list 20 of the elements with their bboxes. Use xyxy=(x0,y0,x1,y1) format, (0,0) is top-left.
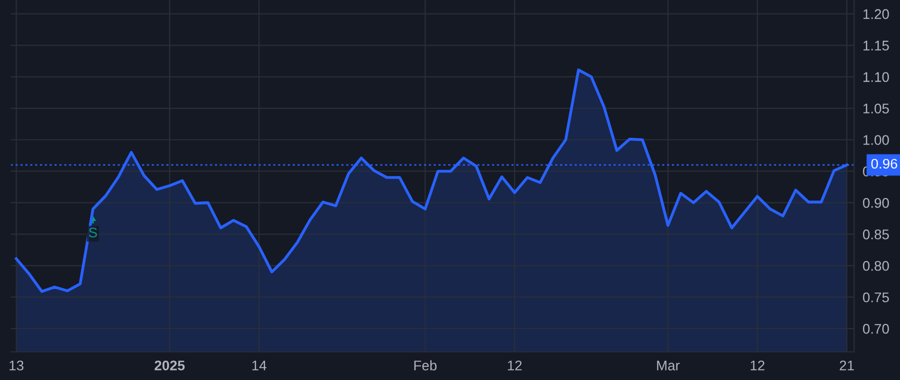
x-tick-label: 2025 xyxy=(154,360,185,370)
annotation: S xyxy=(88,228,97,238)
x-tick-label: 12 xyxy=(508,360,522,370)
y-tick-label: 0.75 xyxy=(862,292,889,302)
x-tick-label: 21 xyxy=(840,360,854,370)
y-tick-label: 1.15 xyxy=(863,40,889,50)
y-tick-label: 0.80 xyxy=(862,260,889,271)
y-tick-label: 0.70 xyxy=(862,324,889,334)
y-tick-label: 0.85 xyxy=(862,230,889,240)
y-tick-label: 1.20 xyxy=(863,9,889,20)
x-tick-label: 12 xyxy=(750,360,764,370)
y-tick-label: 1.00 xyxy=(863,135,889,145)
y-tick-label: 1.05 xyxy=(863,104,889,114)
y-tick-label: 0.90 xyxy=(862,198,889,208)
x-tick-label: 13 xyxy=(10,360,24,370)
ref-line-label: 0.96 xyxy=(871,158,898,169)
x-tick-label: 14 xyxy=(252,360,266,370)
x-tick-label: Mar xyxy=(657,360,680,370)
y-tick-label: 1.10 xyxy=(863,72,889,82)
x-tick-label: Feb xyxy=(414,360,437,370)
